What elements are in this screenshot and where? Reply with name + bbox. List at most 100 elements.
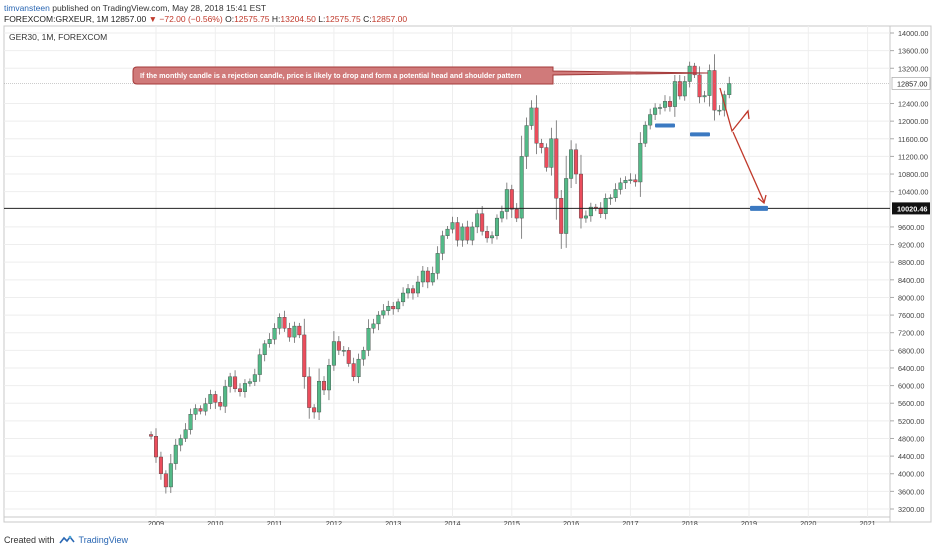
candle-body	[460, 226, 465, 241]
price-axis: 3200.00 3600.00 4000.00 4400.00 4800.00 5200.…	[890, 29, 928, 514]
candle-body	[470, 226, 475, 241]
candle-body	[178, 438, 183, 446]
time-tick-label: 2015	[504, 519, 520, 525]
candle-body	[361, 350, 366, 360]
candle-body	[168, 463, 173, 488]
candle-body	[346, 350, 351, 364]
candle-body	[465, 226, 470, 241]
annotation-callout[interactable]: If the monthly candle is a rejection can…	[132, 66, 709, 85]
price-tick-label: 4000.00	[898, 470, 924, 479]
price-tick-label: 13200.00	[898, 64, 928, 73]
candle-body	[440, 235, 445, 254]
candle-body	[322, 380, 327, 391]
change-arrow-icon: ▼	[148, 14, 157, 24]
candle-body	[578, 173, 583, 219]
candle-body	[480, 213, 485, 232]
candle-body	[519, 156, 524, 219]
candle-body	[218, 402, 223, 407]
candle-body	[252, 374, 257, 382]
candle-body	[697, 74, 702, 98]
right-shoulder-marker	[690, 132, 710, 137]
candle-body	[391, 306, 396, 310]
price-tick-label: 9200.00	[898, 241, 924, 250]
candle-body	[153, 436, 158, 458]
low-value: 12575.75	[325, 14, 361, 24]
candle-body	[514, 209, 519, 219]
candle-body	[149, 434, 154, 437]
candle-body	[628, 179, 633, 181]
level-label: 10020.46	[897, 204, 927, 213]
time-tick-label: 2014	[444, 519, 460, 525]
price-tick-label: 3200.00	[898, 505, 924, 514]
time-tick-label: 2011	[267, 519, 283, 525]
candle-body	[425, 270, 430, 283]
candle-body	[193, 408, 198, 415]
candle-body	[509, 189, 514, 210]
candle-body	[524, 125, 529, 157]
candle-body	[262, 343, 267, 355]
candle-body	[415, 281, 420, 294]
candle-body	[203, 403, 208, 412]
candle-body	[307, 376, 312, 408]
price-tick-label: 14000.00	[898, 29, 928, 38]
left-shoulder-marker	[655, 123, 675, 128]
candle-body	[569, 149, 574, 179]
candle-body	[277, 317, 282, 329]
candle-body	[633, 179, 638, 183]
time-tick-label: 2020	[800, 519, 816, 525]
candle-body	[302, 334, 307, 377]
time-tick-label: 2019	[741, 519, 757, 525]
price-tick-label: 7600.00	[898, 311, 924, 320]
price-tick-label: 10800.00	[898, 170, 928, 179]
price-tick-label: 5600.00	[898, 399, 924, 408]
author-link[interactable]: timvansteen	[4, 3, 50, 13]
candle-body	[608, 197, 613, 200]
candle-body	[707, 70, 712, 96]
candle-body	[702, 95, 707, 98]
close-label: C:	[363, 14, 372, 24]
open-value: 12575.75	[234, 14, 270, 24]
callout-shape	[132, 66, 709, 85]
candle-body	[312, 407, 317, 413]
candle-body	[401, 292, 406, 303]
candle-body	[687, 65, 692, 82]
candle-body	[445, 228, 450, 236]
candle-body	[603, 198, 608, 214]
low-label: L:	[318, 14, 326, 24]
candle-body	[712, 70, 717, 111]
candle-body	[494, 217, 499, 236]
candle-body	[233, 376, 238, 389]
published-text: published on TradingView.com, May 28, 20…	[52, 3, 267, 13]
change-value: −72.00 (−0.56%)	[159, 14, 223, 24]
candle-body	[272, 328, 277, 340]
candle-body	[331, 341, 336, 366]
price-tick-label: 7200.00	[898, 329, 924, 338]
arrowhead-up	[743, 109, 750, 120]
candle-body	[475, 213, 480, 228]
candle-body	[485, 231, 490, 239]
symbol-label: FOREXCOM:GRXEUR, 1M	[4, 14, 109, 24]
tradingview-brand-link[interactable]: TradingView	[78, 535, 129, 545]
candle-body	[682, 81, 687, 97]
open-label: O:	[225, 14, 235, 24]
candle-body	[410, 288, 415, 294]
candle-body	[183, 429, 188, 439]
price-tick-label: 12400.00	[898, 100, 928, 109]
price-tick-label: 13600.00	[898, 47, 928, 56]
last-price-label: 12857.00	[897, 79, 927, 88]
candle-body	[583, 215, 588, 219]
price-chart[interactable]: 3200.00 3600.00 4000.00 4400.00 4800.00 5200.…	[0, 0, 932, 525]
last-price: 12857.00	[110, 14, 147, 24]
candle-body	[677, 81, 682, 97]
candle-body	[534, 107, 539, 144]
candle-body	[376, 314, 381, 325]
candle-body	[455, 222, 460, 241]
candle-body	[158, 456, 163, 474]
candle-body	[559, 198, 564, 234]
price-labels: 12857.00 10020.46	[891, 77, 931, 215]
tradingview-logo-icon	[58, 535, 75, 544]
target-marker	[750, 205, 768, 211]
candle-body	[238, 388, 243, 392]
price-tick-label: 6400.00	[898, 364, 924, 373]
price-tick-label: 8800.00	[898, 258, 924, 267]
